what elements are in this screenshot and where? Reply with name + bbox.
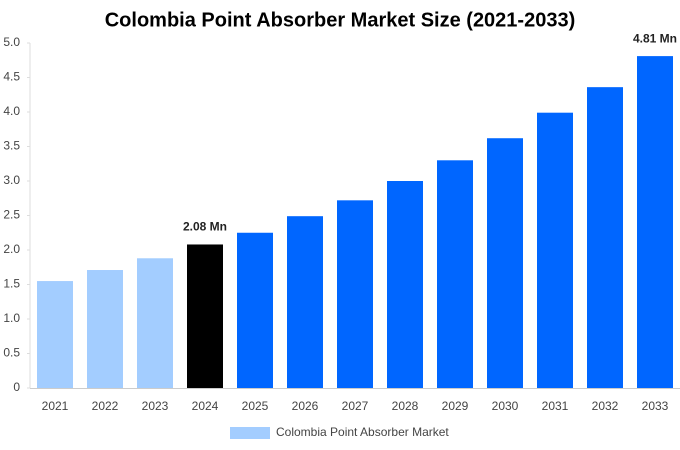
x-tick-label: 2032: [592, 399, 619, 413]
x-tick-label: 2027: [342, 399, 369, 413]
y-tick-label: 1.0: [3, 311, 20, 325]
bar: [387, 181, 423, 388]
bar: [137, 258, 173, 388]
x-tick-label: 2030: [492, 399, 519, 413]
x-tick-label: 2022: [92, 399, 119, 413]
x-tick-label: 2024: [192, 399, 219, 413]
y-tick-label: 3.5: [3, 139, 20, 153]
value-label: 4.81 Mn: [633, 31, 677, 45]
x-tick-label: 2021: [42, 399, 69, 413]
bar: [637, 56, 673, 389]
bar: [337, 200, 373, 388]
legend-swatch: [230, 427, 270, 439]
y-tick-label: 4.5: [3, 70, 20, 84]
y-tick-label: 4.0: [3, 104, 20, 118]
x-tick-label: 2033: [642, 399, 669, 413]
bar: [237, 232, 273, 388]
x-tick-label: 2029: [442, 399, 469, 413]
bar: [437, 160, 473, 388]
legend-label: Colombia Point Absorber Market: [276, 425, 449, 439]
y-tick-label: 5.0: [3, 35, 20, 49]
y-tick-label: 1.5: [3, 277, 20, 291]
bar: [287, 216, 323, 388]
x-tick-label: 2025: [242, 399, 269, 413]
y-tick-label: 3.0: [3, 173, 20, 187]
bar: [37, 281, 73, 388]
y-tick-label: 2.0: [3, 242, 20, 256]
y-tick-label: 0: [13, 380, 20, 394]
x-tick-label: 2031: [542, 399, 569, 413]
x-tick-label: 2023: [142, 399, 169, 413]
bar: [537, 112, 573, 388]
bar: [87, 270, 123, 388]
y-tick-label: 2.5: [3, 208, 20, 222]
x-tick-label: 2026: [292, 399, 319, 413]
y-tick-label: 0.5: [3, 346, 20, 360]
value-label: 2.08 Mn: [183, 220, 227, 234]
bar: [487, 138, 523, 388]
bar: [587, 87, 623, 388]
chart-title: Colombia Point Absorber Market Size (202…: [105, 9, 576, 31]
bar: [187, 244, 223, 388]
x-tick-label: 2028: [392, 399, 419, 413]
